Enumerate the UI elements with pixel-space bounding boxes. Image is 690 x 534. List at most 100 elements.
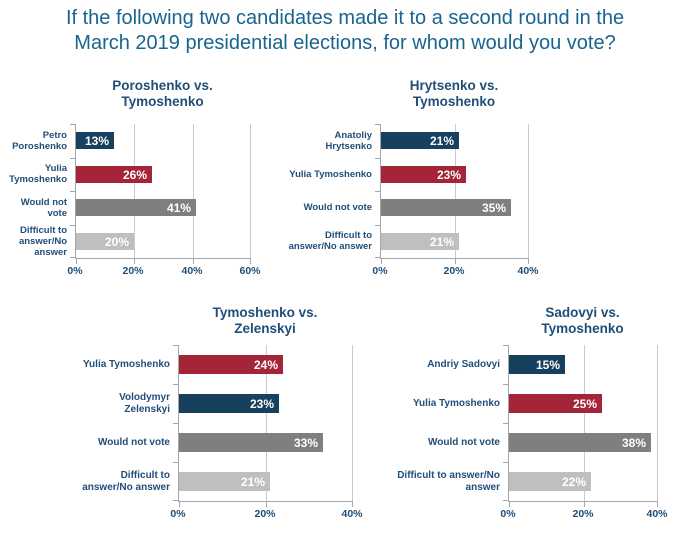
category-axis: Yulia Tymoshenko Volodymyr Zelenskyi Would …	[78, 345, 178, 502]
category-label: Would not vote	[78, 423, 178, 462]
category-label: Difficult to answer/No answer	[78, 462, 178, 501]
bar-would-not-vote: 41%	[76, 199, 196, 216]
y-axis-tick	[173, 384, 178, 385]
bar-difficult-to-answer-no-answer: 20%	[76, 233, 134, 250]
bar-value-label: 21%	[240, 474, 265, 489]
x-axis-tick	[193, 259, 194, 264]
x-tick-label: 40%	[341, 508, 363, 520]
y-axis-tick	[173, 423, 178, 424]
x-axis-labels: 0% 20% 40%	[500, 508, 687, 523]
gridline	[250, 124, 251, 258]
plot-area: 13% 26% 41% 20%	[70, 124, 251, 264]
y-axis-tick	[503, 345, 508, 346]
chart-title: Poroshenko vs. Tymoshenko	[112, 78, 213, 109]
x-axis-tick	[584, 502, 585, 507]
gridline	[352, 345, 353, 501]
category-label-text: Volodymyr Zelenskyi	[119, 391, 170, 415]
category-label: Would not vote	[388, 423, 508, 462]
y-axis-tick	[503, 423, 508, 424]
bar-value-label: 33%	[293, 435, 318, 450]
bar-value-label: 23%	[436, 167, 461, 182]
bar-yulia-tymoshenko: 26%	[76, 166, 152, 183]
y-axis-tick	[70, 191, 75, 192]
chart-title: Tymoshenko vs. Zelenskyi	[212, 305, 318, 336]
bar-yulia-tymoshenko: 24%	[179, 355, 283, 374]
category-axis: Anatoliy Hrytsenko Yulia Tymoshenko Would n…	[285, 124, 380, 259]
bar-value-label: 41%	[166, 200, 191, 215]
category-label: Petro Poroshenko	[0, 124, 75, 158]
chart-tymoshenko-vs-zelenskyi: Tymoshenko vs. Zelenskyi Yulia Tymoshenko V…	[78, 303, 392, 523]
y-axis-tick	[173, 462, 178, 463]
bar-petro-poroshenko: 13%	[76, 132, 114, 149]
bar-value-label: 21%	[429, 133, 454, 148]
x-tick-label: 60%	[239, 265, 261, 277]
category-label: Volodymyr Zelenskyi	[78, 384, 178, 423]
x-axis-tick	[134, 259, 135, 264]
bar-value-label: 21%	[429, 234, 454, 249]
category-label-text: Would not vote	[303, 202, 372, 214]
x-tick-label: 0%	[170, 508, 186, 520]
plot-area: 21% 23% 35% 21%	[375, 124, 529, 264]
bar-would-not-vote: 35%	[381, 199, 511, 216]
gridline	[193, 124, 194, 258]
category-label: Yulia Tymoshenko	[78, 345, 178, 384]
x-tick-label: 0%	[372, 265, 388, 277]
category-label: Would not vote	[0, 191, 75, 225]
category-label-text: Would not vote	[97, 436, 170, 448]
bar-value-label: 25%	[572, 396, 597, 411]
bar-would-not-vote: 33%	[179, 433, 323, 452]
category-label-text: Difficult to answer/No answer	[397, 469, 500, 493]
y-axis-tick	[70, 124, 75, 125]
chart-poroshenko-vs-tymoshenko: Poroshenko vs. Tymoshenko Petro Poroshenko Y…	[0, 76, 290, 280]
bar-value-label: 13%	[84, 133, 109, 148]
category-label-text: Yulia Tymoshenko	[82, 358, 170, 370]
bar-value-label: 22%	[561, 474, 586, 489]
x-axis-labels: 0% 20% 40%	[372, 265, 558, 280]
y-axis-tick	[503, 462, 508, 463]
bar-difficult-to-answer-no-answer: 22%	[509, 472, 591, 491]
category-label-text: Would not vote	[20, 196, 67, 219]
bar-value-label: 15%	[535, 357, 560, 372]
x-tick-label: 0%	[500, 508, 516, 520]
y-axis-tick	[70, 257, 75, 258]
x-axis-tick	[250, 259, 251, 264]
y-axis-tick	[70, 158, 75, 159]
bar-volodymyr-zelenskyi: 23%	[179, 394, 279, 413]
main-title-line2: March 2019 presidential elections, for w…	[74, 32, 616, 54]
bar-yulia-tymoshenko: 25%	[509, 394, 602, 413]
x-tick-label: 40%	[517, 265, 539, 277]
category-label: Andriy Sadovyi	[388, 345, 508, 384]
bar-anatoliy-hrytsenko: 21%	[381, 132, 459, 149]
x-tick-label: 40%	[181, 265, 203, 277]
bar-difficult-to-answer-no-answer: 21%	[179, 472, 270, 491]
bar-value-label: 24%	[253, 357, 278, 372]
main-title-line1: If the following two candidates made it …	[65, 7, 625, 29]
chart-body: Andriy Sadovyi Yulia Tymoshenko Would not …	[388, 345, 690, 507]
category-axis: Andriy Sadovyi Yulia Tymoshenko Would not …	[388, 345, 508, 502]
x-axis-tick	[179, 502, 180, 507]
y-axis-tick	[173, 500, 178, 501]
category-label-text: Yulia Tymoshenko	[9, 163, 67, 186]
plot-area: 24% 23% 33% 21%	[173, 345, 353, 507]
x-axis-tick	[352, 502, 353, 507]
x-axis-tick	[381, 259, 382, 264]
category-label: Anatoliy Hrytsenko	[285, 124, 380, 158]
bar-andriy-sadovyi: 15%	[509, 355, 565, 374]
category-label: Yulia Tymoshenko	[0, 158, 75, 192]
chart-title: Sadovyi vs. Tymoshenko	[541, 305, 624, 336]
category-label-text: Petro Poroshenko	[12, 129, 67, 152]
x-tick-label: 40%	[646, 508, 668, 520]
category-label: Would not vote	[285, 191, 380, 225]
y-axis-tick	[503, 384, 508, 385]
category-label: Yulia Tymoshenko	[285, 158, 380, 192]
gridline	[266, 345, 267, 501]
category-label: Difficult to answer/No answer	[0, 225, 75, 259]
y-axis-tick	[375, 257, 380, 258]
x-tick-label: 0%	[67, 265, 83, 277]
x-tick-label: 20%	[122, 265, 144, 277]
bar-value-label: 26%	[122, 167, 147, 182]
gridline	[528, 124, 529, 258]
gridline	[584, 345, 585, 501]
category-label-text: Difficult to answer/No answer	[82, 469, 170, 493]
category-label-text: Difficult to answer/No answer	[18, 224, 67, 258]
